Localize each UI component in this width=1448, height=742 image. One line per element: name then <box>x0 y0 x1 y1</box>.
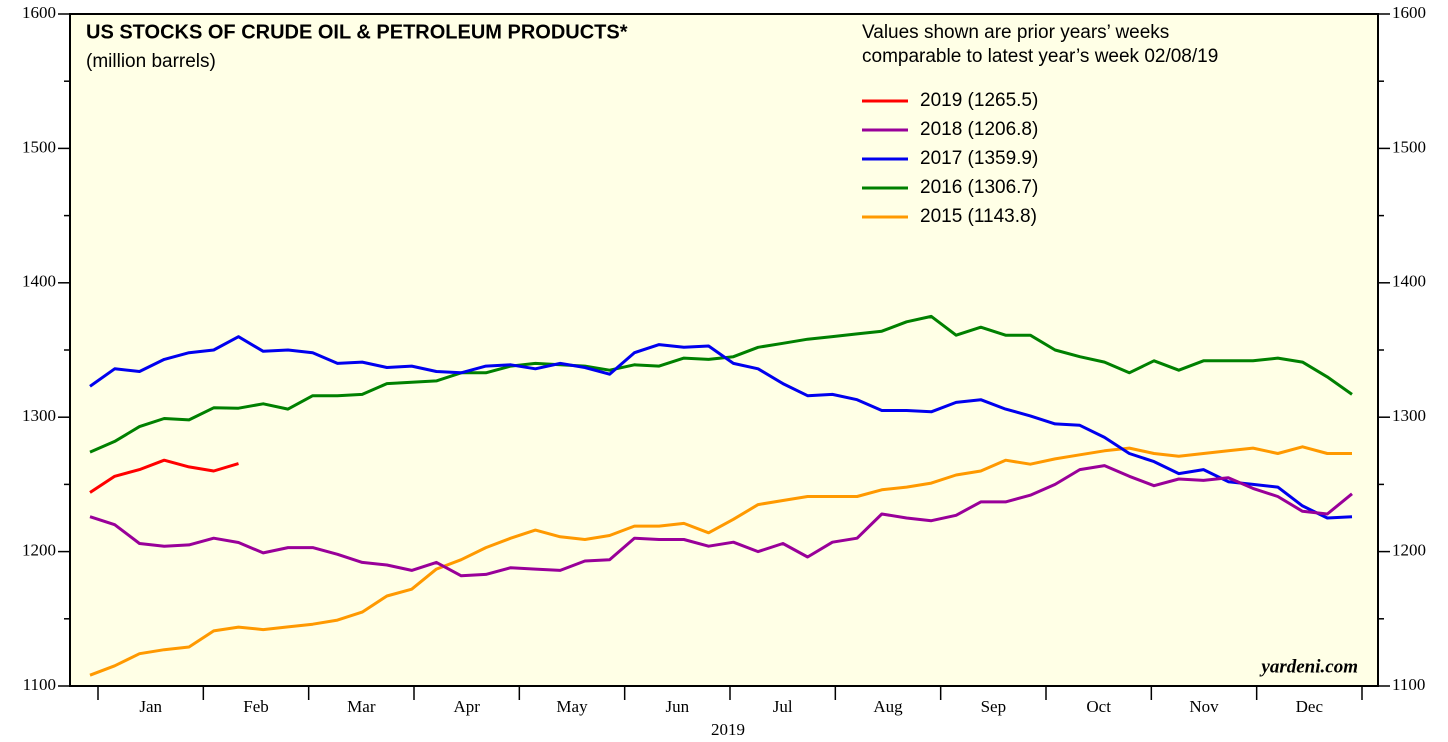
y-tick-label: 1100 <box>23 675 56 694</box>
legend-label: 2019 (1265.5) <box>920 90 1038 111</box>
y-tick-label: 1400 <box>22 272 56 291</box>
y2-tick-label: 1500 <box>1392 137 1426 156</box>
legend-label: 2017 (1359.9) <box>920 148 1038 169</box>
x-tick-label: Jun <box>666 697 690 716</box>
x-tick-label: Feb <box>243 697 269 716</box>
x-tick-label: Dec <box>1296 697 1324 716</box>
x-tick-label: Sep <box>981 697 1007 716</box>
legend-label: 2015 (1143.8) <box>920 206 1037 227</box>
note: comparable to latest year’s week 02/08/1… <box>862 46 1218 67</box>
y2-tick-label: 1200 <box>1392 541 1426 560</box>
series-line <box>89 464 1353 578</box>
note: Values shown are prior years’ weeks <box>862 22 1169 43</box>
x-tick-label: Oct <box>1086 697 1111 716</box>
x-tick-label: Apr <box>453 697 480 716</box>
y2-tick-label: 1400 <box>1392 272 1426 291</box>
legend-label: 2018 (1206.8) <box>920 119 1038 140</box>
y2-tick-label: 1300 <box>1392 406 1426 425</box>
chart-subtitle: (million barrels) <box>86 51 216 72</box>
y-tick-label: 1300 <box>22 406 56 425</box>
y-tick-label: 1200 <box>22 541 56 560</box>
x-axis-label: 2019 <box>711 720 745 739</box>
chart-title: US STOCKS OF CRUDE OIL & PETROLEUM PRODU… <box>86 21 628 43</box>
x-tick-label: Aug <box>873 697 903 716</box>
x-tick-label: Jan <box>139 697 162 716</box>
source: yardeni.com <box>1259 656 1358 677</box>
series-line <box>89 314 1353 454</box>
series-line <box>89 335 1353 520</box>
x-tick-label: May <box>556 697 588 716</box>
x-tick-label: Nov <box>1189 697 1219 716</box>
y-tick-label: 1500 <box>22 137 56 156</box>
y2-tick-label: 1100 <box>1392 675 1425 694</box>
x-tick-label: Mar <box>347 697 376 716</box>
y-tick-label: 1600 <box>22 3 56 22</box>
y2-tick-label: 1600 <box>1392 3 1426 22</box>
legend-label: 2016 (1306.7) <box>920 177 1038 198</box>
x-tick-label: Jul <box>773 697 793 716</box>
series-line <box>89 458 239 494</box>
series-line <box>89 445 1352 677</box>
